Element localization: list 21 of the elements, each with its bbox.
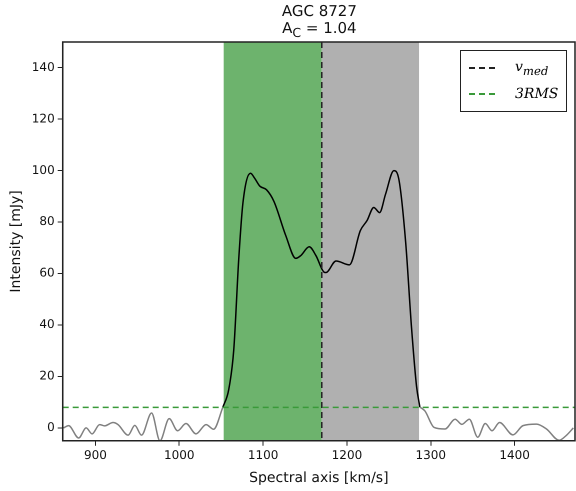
y-tick-label: 60 [39, 266, 55, 280]
y-tick-label: 0 [47, 420, 55, 434]
x-tick-label: 1000 [164, 448, 195, 462]
y-tick-label: 140 [32, 60, 55, 74]
x-tick-label: 1400 [499, 448, 530, 462]
x-tick-label: 900 [84, 448, 107, 462]
x-tick-label: 1300 [416, 448, 446, 462]
y-tick-label: 80 [39, 214, 55, 228]
y-tick-label: 20 [39, 368, 55, 383]
x-tick-label: 1200 [332, 448, 362, 462]
legend-label: 3RMS [515, 86, 558, 102]
line-series [222, 170, 421, 408]
x-tick-label: 1100 [248, 448, 278, 462]
chart-title: AGC 8727 [280, 2, 358, 20]
y-axis-title: Intensity [mJy] [8, 190, 24, 293]
x-axis-title: Spectral axis [km/s] [249, 470, 389, 486]
y-tick-label: 100 [32, 162, 55, 177]
y-tick-label: 40 [39, 317, 55, 332]
chart-subtitle: A$_{C}$ = 1.04 [281, 19, 358, 40]
y-tick-label: 120 [32, 111, 55, 126]
ref-line-label: v$_{med}$ [515, 58, 548, 78]
